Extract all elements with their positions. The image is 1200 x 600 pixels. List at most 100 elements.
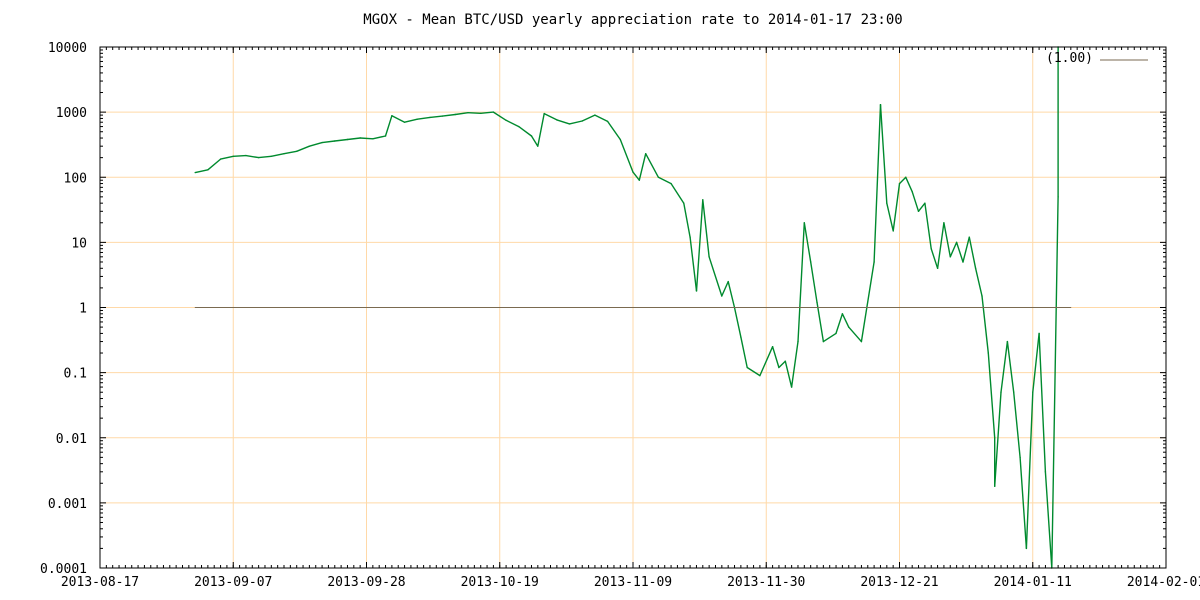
- line-segment: [232, 154, 247, 158]
- line-segment: [981, 295, 989, 354]
- line-segment: [1044, 471, 1053, 569]
- line-segment: [721, 280, 729, 297]
- line-segment: [822, 332, 837, 343]
- line-segment: [695, 199, 704, 292]
- line-segment: [879, 103, 888, 204]
- line-segment: [467, 111, 482, 115]
- line-segment: [683, 202, 691, 238]
- line-segment: [359, 137, 374, 140]
- line-segment: [835, 313, 844, 335]
- line-segment: [841, 313, 850, 328]
- line-segment: [746, 366, 761, 377]
- line-segment: [372, 135, 387, 140]
- line-segment: [283, 150, 298, 155]
- plot-frame: [99, 46, 1167, 569]
- line-segment: [860, 261, 875, 343]
- line-segment: [1032, 332, 1040, 393]
- line-segment: [962, 236, 970, 263]
- line-segment: [308, 141, 323, 147]
- line-segment: [429, 115, 444, 119]
- line-segment: [708, 256, 723, 297]
- line-segment: [974, 267, 983, 297]
- line-segment: [771, 346, 780, 369]
- line-segment: [334, 138, 349, 142]
- line-segment: [321, 140, 336, 144]
- line-segment: [689, 236, 698, 292]
- line-segment: [917, 202, 926, 213]
- line-segment: [257, 155, 272, 159]
- line-segment: [987, 352, 996, 439]
- line-segment: [391, 114, 406, 123]
- line-segment: [492, 111, 507, 122]
- legend-label: (1.00): [1046, 51, 1093, 66]
- line-segment: [219, 155, 235, 160]
- x-tick-label: 2014-02-01: [1127, 575, 1200, 590]
- line-segment: [873, 103, 882, 263]
- series-layer: [194, 46, 1072, 569]
- y-axis: 10000 1000 100 10 1 0.1 0.01 0.001 0.0001: [40, 41, 1166, 577]
- x-tick-label: 2013-11-30: [727, 575, 805, 590]
- line-segment: [632, 171, 640, 181]
- line-segment: [505, 119, 520, 128]
- x-tick-label: 2013-09-28: [327, 575, 405, 590]
- y-tick-label: 1: [79, 302, 87, 317]
- line-segment: [702, 199, 710, 258]
- line-segment: [994, 391, 1002, 487]
- line-segment: [727, 280, 736, 309]
- line-segment: [759, 346, 774, 377]
- line-segment: [784, 360, 793, 388]
- y-tick-label: 10000: [48, 41, 87, 56]
- line-segment: [581, 114, 596, 122]
- line-segment: [886, 202, 894, 232]
- line-segment: [194, 169, 209, 174]
- line-segment: [270, 152, 285, 158]
- line-segment: [530, 135, 539, 147]
- y-tick-label: 0.001: [48, 497, 87, 512]
- line-segment: [936, 222, 945, 269]
- y-tick-label: 10: [71, 236, 87, 251]
- line-segment: [245, 154, 260, 159]
- y-tick-label: 0.01: [56, 432, 87, 447]
- line-segment: [816, 301, 825, 343]
- line-segment: [556, 119, 571, 125]
- line-segment: [568, 120, 583, 125]
- line-segment: [1000, 340, 1009, 393]
- x-axis: 2013-08-17 2013-09-07 2013-09-28 2013-10-19…: [61, 47, 1200, 590]
- line-segment: [797, 222, 805, 343]
- line-segment: [911, 190, 920, 213]
- line-segment: [1019, 456, 1028, 550]
- line-segment: [384, 114, 393, 137]
- x-tick-label: 2013-10-19: [461, 575, 539, 590]
- x-tick-label: 2013-09-07: [194, 575, 272, 590]
- line-segment: [416, 116, 431, 120]
- line-segment: [898, 176, 907, 185]
- legend: (1.00): [1046, 51, 1148, 66]
- line-segment: [296, 145, 311, 153]
- line-segment: [638, 152, 647, 181]
- x-tick-label: 2014-01-11: [994, 575, 1072, 590]
- x-tick-label: 2013-11-09: [594, 575, 672, 590]
- line-segment: [803, 222, 812, 263]
- line-segment: [892, 182, 901, 232]
- x-tick-label: 2013-08-17: [61, 575, 139, 590]
- y-tick-label: 1000: [56, 106, 87, 121]
- line-segment: [518, 125, 533, 137]
- line-segment: [1051, 196, 1059, 569]
- line-segment: [733, 306, 742, 338]
- line-segment: [955, 241, 964, 263]
- line-segment: [594, 114, 609, 123]
- line-segment: [1013, 391, 1021, 459]
- line-segment: [454, 111, 469, 116]
- line-segment: [537, 112, 545, 147]
- line-segment: [949, 241, 958, 258]
- line-segment: [930, 247, 939, 269]
- line-segment: [1038, 332, 1047, 473]
- line-segment: [924, 202, 932, 250]
- line-segment: [657, 176, 672, 185]
- line-segment: [207, 158, 222, 171]
- y-tick-label: 0.1: [64, 367, 87, 382]
- line-segment: [670, 182, 685, 204]
- x-tick-label: 2013-12-21: [860, 575, 938, 590]
- line-segment: [905, 176, 913, 193]
